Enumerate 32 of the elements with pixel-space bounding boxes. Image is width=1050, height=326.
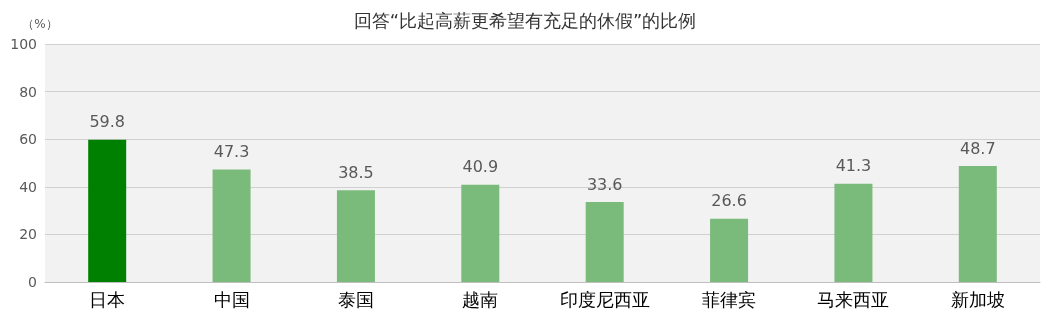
data-label: 48.7 bbox=[960, 138, 996, 158]
data-label: 40.9 bbox=[462, 157, 499, 177]
bar bbox=[212, 169, 251, 282]
bar bbox=[461, 184, 500, 282]
y-axis-title: （%） bbox=[22, 17, 58, 31]
x-tick-label: 马来西亚 bbox=[817, 288, 890, 310]
y-tick-label: 0 bbox=[28, 274, 37, 290]
y-tick-label: 60 bbox=[19, 131, 37, 148]
bar bbox=[585, 202, 624, 282]
y-tick-label: 80 bbox=[19, 83, 37, 100]
data-label: 41.3 bbox=[835, 156, 872, 176]
x-tick-label: 新加坡 bbox=[950, 288, 1005, 310]
bar bbox=[958, 166, 997, 282]
bar bbox=[336, 190, 375, 282]
data-label: 59.8 bbox=[89, 112, 125, 132]
data-label: 33.6 bbox=[586, 174, 623, 194]
x-tick-label: 中国 bbox=[213, 288, 250, 310]
bar bbox=[88, 139, 127, 282]
x-tick-label: 菲律宾 bbox=[702, 288, 757, 310]
x-tick-label: 印度尼西亚 bbox=[559, 288, 650, 310]
bar bbox=[710, 218, 749, 282]
x-tick-label: 日本 bbox=[89, 288, 126, 310]
x-tick-label: 越南 bbox=[462, 288, 499, 310]
y-tick-label: 20 bbox=[19, 226, 37, 243]
data-label: 47.3 bbox=[213, 141, 250, 161]
x-tick-label: 泰国 bbox=[337, 288, 374, 310]
bar bbox=[834, 183, 873, 282]
data-label: 38.5 bbox=[338, 162, 374, 182]
chart-title: 回答“比起高薪更希望有充足的休假”的比例 bbox=[353, 9, 697, 31]
y-tick-label: 100 bbox=[10, 36, 37, 52]
y-tick-label: 40 bbox=[19, 178, 37, 195]
data-label: 26.6 bbox=[711, 191, 747, 211]
